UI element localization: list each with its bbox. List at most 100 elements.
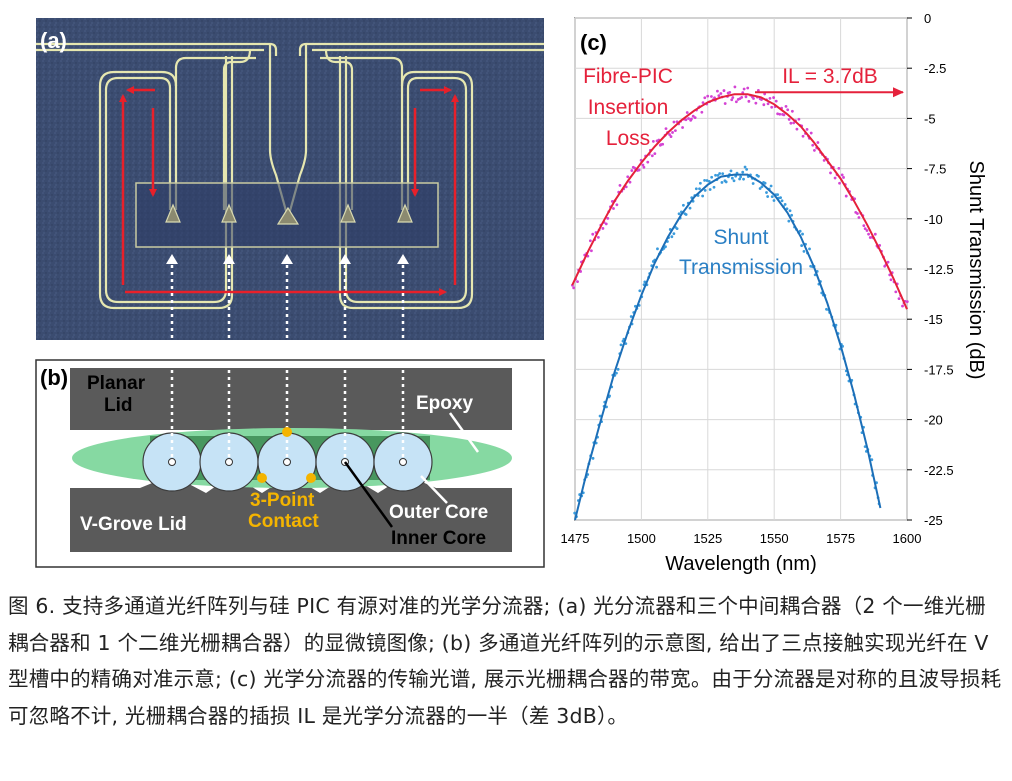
data-point	[637, 168, 641, 172]
x-axis-label: Wavelength (nm)	[665, 553, 817, 575]
data-point	[734, 100, 738, 104]
data-point	[703, 96, 707, 100]
data-point	[802, 249, 806, 253]
data-point	[698, 187, 701, 191]
data-point	[813, 149, 816, 152]
data-point	[576, 280, 579, 283]
fiber-alignment-lines	[170, 258, 405, 458]
data-point	[901, 304, 904, 308]
data-point	[798, 229, 802, 233]
panel-a-label: (a)	[40, 28, 67, 53]
data-point	[837, 166, 841, 170]
data-point	[655, 265, 658, 269]
data-point	[721, 172, 725, 175]
data-point	[646, 160, 650, 164]
data-point	[856, 212, 859, 215]
data-point	[787, 219, 791, 223]
x-tick-label: 1500	[627, 531, 656, 546]
data-point	[780, 199, 784, 203]
data-point	[728, 91, 732, 94]
data-point	[769, 184, 773, 188]
data-point	[656, 247, 659, 251]
data-point	[754, 101, 758, 105]
data-point	[751, 182, 755, 185]
data-point	[886, 260, 890, 264]
data-point	[783, 203, 787, 206]
data-point	[801, 134, 805, 138]
three-point-contact-label: 3-Point Contact	[248, 490, 319, 532]
il-annotation: IL = 3.7dB	[782, 65, 878, 88]
data-point	[690, 117, 693, 121]
x-tick-label: 1525	[693, 531, 722, 546]
data-point	[669, 135, 673, 138]
x-tick-label: 1600	[893, 531, 922, 546]
data-point	[897, 297, 901, 301]
data-point	[716, 89, 719, 93]
data-point	[681, 203, 685, 207]
data-point	[790, 109, 794, 113]
panel-c: 1475 1500 1525 1550 1575 1600 0 -2.5 -5 -7.5 -10 -1…	[561, 11, 987, 575]
data-point	[746, 86, 750, 90]
epoxy-label: Epoxy	[416, 393, 473, 414]
x-tick-label: 1475	[561, 531, 590, 546]
data-point	[588, 239, 592, 243]
data-point	[688, 206, 692, 210]
data-point	[833, 176, 837, 180]
data-point	[641, 163, 645, 167]
data-point	[730, 176, 734, 180]
data-point	[703, 188, 707, 192]
svg-text:Shunt: Shunt	[714, 226, 769, 249]
grating-coupler-2d	[276, 206, 300, 225]
outer-core-label: Outer Core	[389, 502, 488, 523]
data-point	[808, 247, 811, 251]
data-point	[768, 96, 772, 100]
data-point	[838, 181, 841, 185]
data-point	[685, 111, 689, 114]
grating-coupler-4	[397, 203, 413, 223]
data-point	[889, 278, 893, 282]
data-point	[723, 102, 727, 105]
data-point	[752, 97, 755, 100]
x-tick-label: 1575	[826, 531, 855, 546]
data-point	[757, 174, 760, 178]
data-point	[863, 227, 867, 231]
y-tick-label: -12.5	[924, 262, 954, 277]
data-point	[719, 92, 723, 95]
data-point	[671, 131, 674, 134]
data-point	[720, 181, 724, 184]
data-point	[708, 188, 712, 191]
data-point	[604, 222, 608, 226]
data-point	[684, 213, 688, 216]
y-tick-label: -25	[924, 513, 943, 528]
svg-text:Insertion: Insertion	[588, 96, 669, 119]
y-tick-label: -2.5	[924, 61, 946, 76]
light-path-arrows	[119, 86, 459, 296]
data-point	[905, 300, 909, 304]
data-point	[762, 103, 766, 107]
data-point	[714, 173, 717, 177]
data-point	[722, 89, 726, 92]
data-point	[738, 177, 742, 181]
svg-text:Loss: Loss	[606, 127, 650, 150]
data-point	[731, 96, 735, 99]
data-point	[724, 180, 728, 184]
data-point	[797, 117, 801, 121]
data-point	[788, 209, 792, 213]
data-point	[591, 456, 595, 460]
data-point	[776, 193, 780, 197]
data-point	[698, 181, 702, 185]
data-point	[717, 94, 721, 98]
y-tick-label: -5	[924, 111, 936, 126]
data-point	[718, 172, 722, 175]
data-point	[795, 127, 799, 131]
panel-b: (b) Planar Lid Epoxy V-Grove Lid 3-Point C…	[35, 254, 545, 568]
data-point	[894, 290, 898, 294]
data-point	[805, 128, 809, 131]
data-point	[670, 235, 674, 239]
data-point	[730, 98, 734, 102]
data-point	[673, 129, 677, 133]
data-point	[684, 118, 688, 122]
data-point	[664, 245, 667, 249]
data-point	[766, 102, 770, 106]
data-point	[672, 120, 676, 124]
